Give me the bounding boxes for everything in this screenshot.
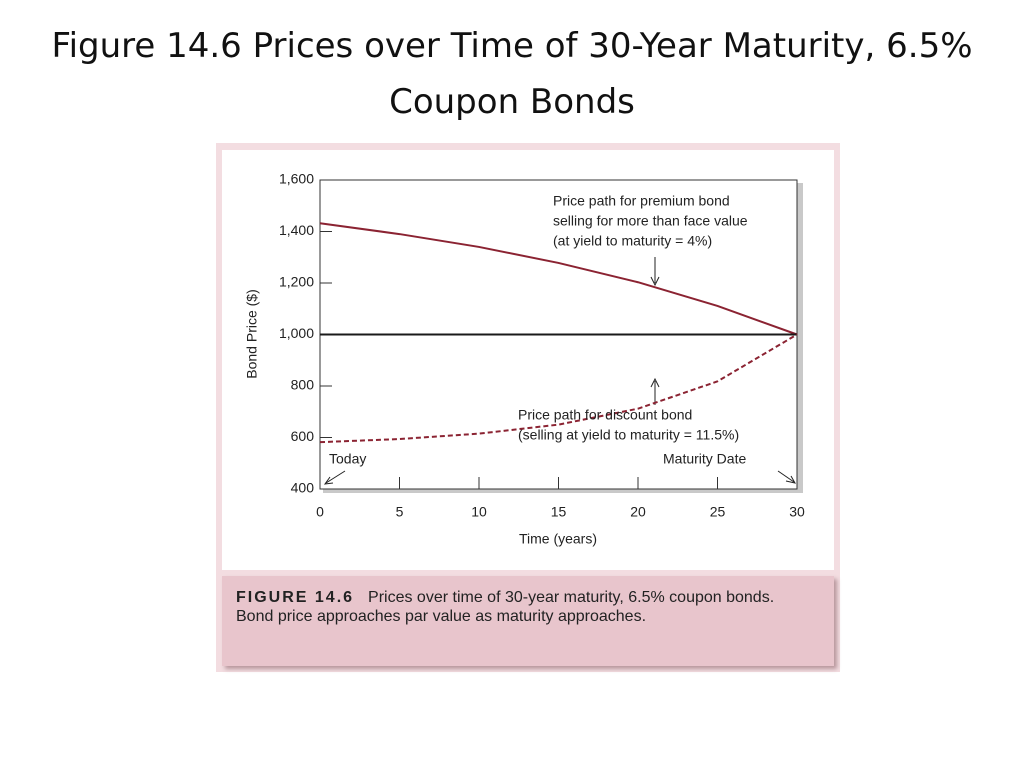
annotation: Price path for discount bond	[518, 407, 692, 423]
annotation: Maturity Date	[663, 451, 746, 467]
x-tick-label: 30	[789, 504, 805, 520]
y-axis-label: Bond Price ($)	[244, 289, 260, 378]
caption-text: Prices over time of 30-year maturity, 6.…	[236, 589, 775, 625]
arrow	[325, 470, 346, 484]
caption-box: FIGURE 14.6 Prices over time of 30-year m…	[222, 576, 834, 666]
y-tick-label: 1,000	[279, 325, 314, 341]
x-tick-label: 25	[710, 504, 726, 520]
y-tick-label: 1,200	[279, 274, 314, 290]
arrow-head	[323, 476, 334, 485]
y-tick-label: 400	[291, 480, 315, 496]
series-line	[319, 333, 798, 444]
caption: FIGURE 14.6 Prices over time of 30-year m…	[236, 588, 796, 626]
y-tick-label: 1,600	[279, 171, 314, 187]
x-tick-label: 0	[316, 504, 324, 520]
x-tick-label: 10	[471, 504, 487, 520]
series-line	[319, 222, 798, 336]
caption-label: FIGURE 14.6	[236, 589, 355, 606]
arrow-head	[785, 475, 796, 484]
annotation: (at yield to maturity = 4%)	[553, 233, 712, 249]
y-tick-label: 600	[291, 428, 315, 444]
arrow-head	[650, 377, 660, 388]
annotation: Price path for premium bond	[553, 193, 730, 209]
annotation: selling for more than face value	[553, 213, 748, 229]
arrow	[777, 470, 795, 483]
arrows	[323, 257, 796, 485]
slide-title: Figure 14.6 Prices over Time of 30-Year …	[51, 26, 973, 122]
y-tick-label: 1,400	[279, 222, 314, 238]
arrow-head	[650, 276, 660, 287]
x-tick-label: 20	[630, 504, 646, 520]
annotation: (selling at yield to maturity = 11.5%)	[518, 427, 739, 443]
annotation: Today	[329, 451, 366, 467]
x-tick-label: 15	[551, 504, 567, 520]
x-tick-label: 5	[396, 504, 404, 520]
y-tick-label: 800	[291, 377, 315, 393]
x-axis-label: Time (years)	[519, 531, 597, 547]
